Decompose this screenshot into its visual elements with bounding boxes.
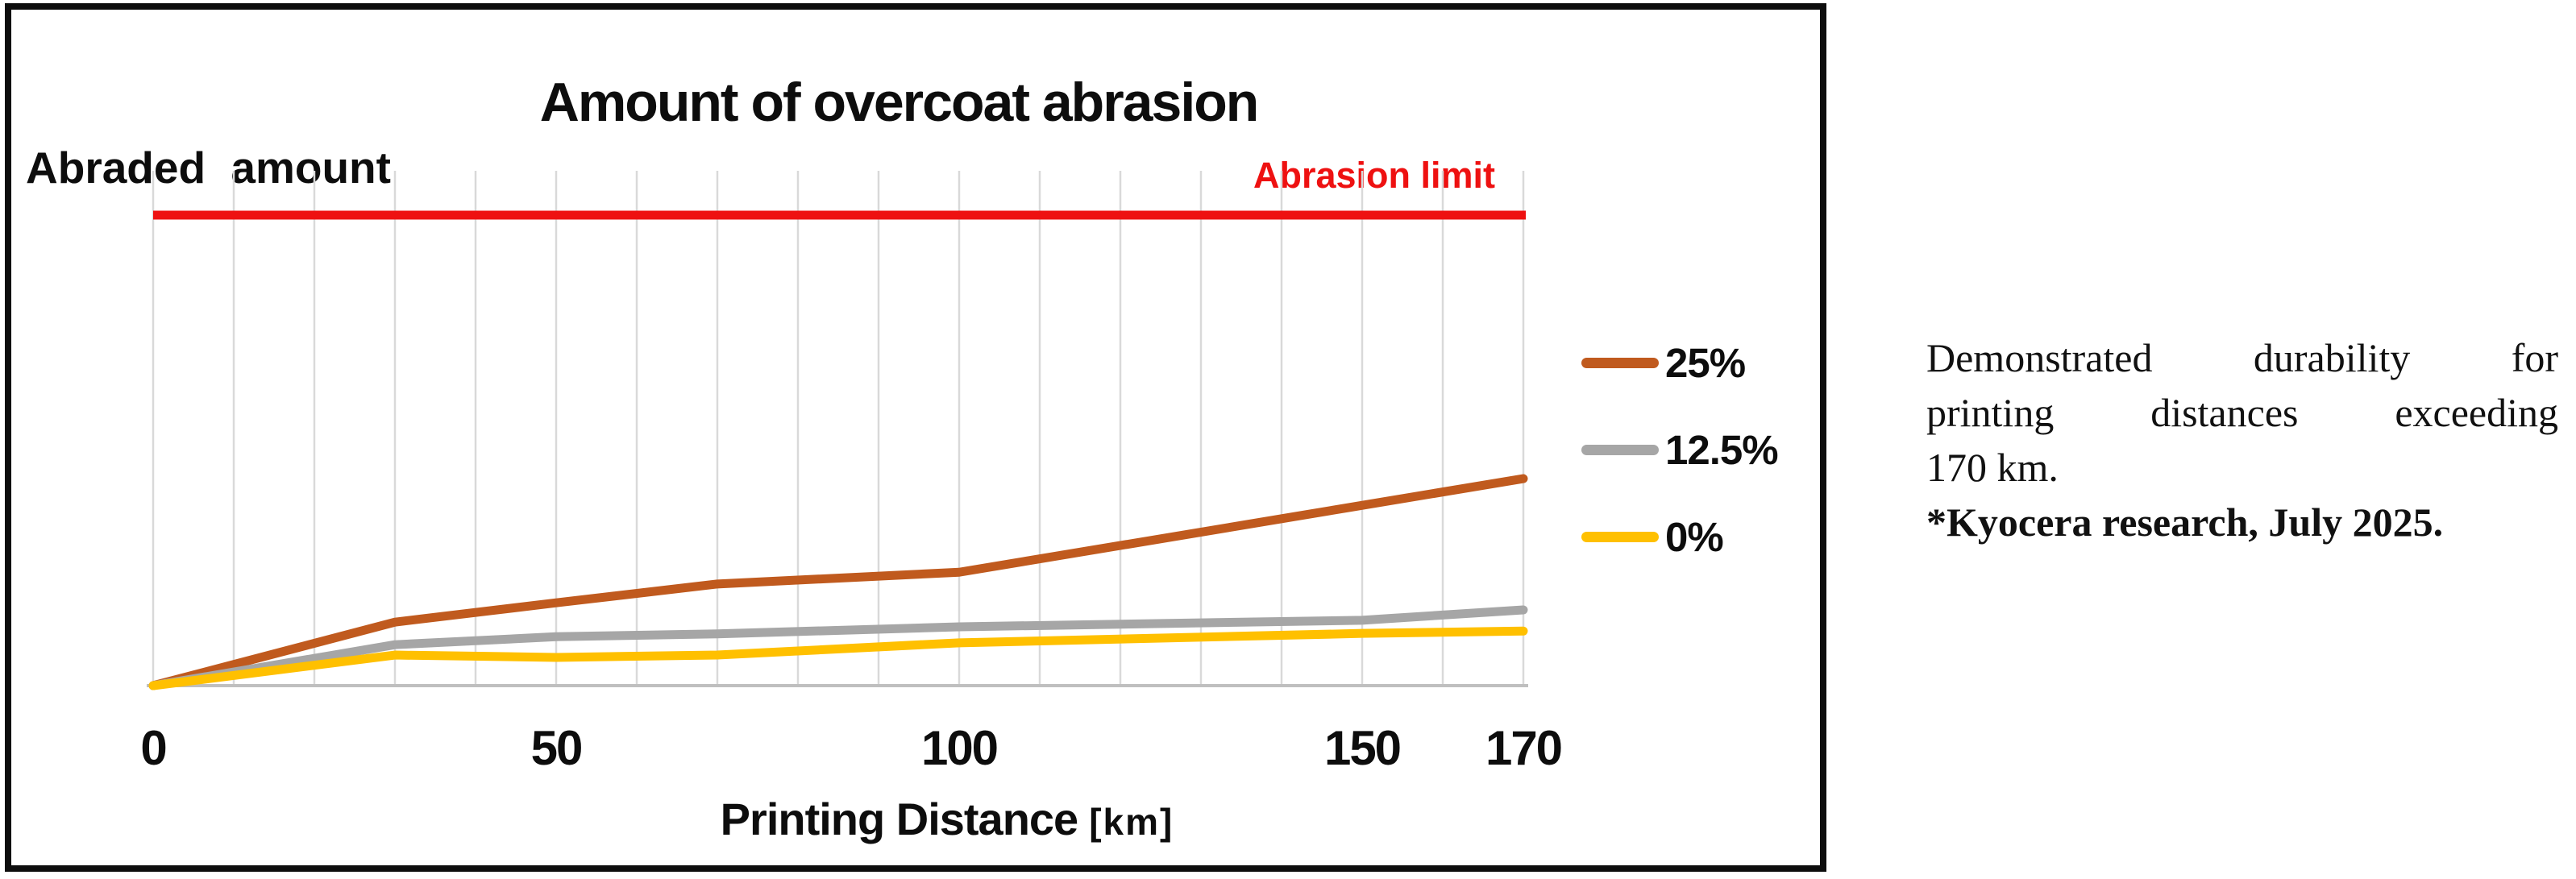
series-line-25-: [148, 474, 1528, 690]
note-line-3: 170 km.: [1926, 445, 2059, 490]
durability-note: Demonstrated durability for printing dis…: [1926, 330, 2558, 549]
abrasion-limit-label: Abrasion limit: [1253, 155, 1495, 196]
legend-item-12-5: 12.5%: [1581, 426, 1779, 473]
legend-item-25: 25%: [1581, 339, 1778, 386]
x-tick-label-150: 150: [1323, 721, 1402, 775]
chart-frame: [5, 3, 1826, 872]
note-credit: *Kyocera research, July 2025.: [1926, 500, 2444, 545]
x-axis-unit: [km]: [1089, 801, 1174, 843]
note-line-1: Demonstrated durability for: [1926, 335, 2558, 380]
legend-item-0: 0%: [1581, 513, 1778, 560]
x-axis-title: Printing Distance [km]: [0, 793, 1894, 845]
x-tick-label-100: 100: [920, 721, 999, 775]
x-tick-label-50: 50: [530, 721, 584, 775]
y-axis-label: Abraded amount: [26, 143, 391, 193]
legend-swatch-0: [1581, 531, 1659, 542]
x-tick-label-0: 0: [140, 721, 167, 775]
legend-label-12-5: 12.5%: [1665, 426, 1779, 473]
series-line-0-: [148, 626, 1528, 690]
x-tick-label-170: 170: [1485, 721, 1563, 775]
x-axis-title-text: Printing Distance: [720, 794, 1079, 844]
note-line-2: printing distances exceeding: [1926, 390, 2558, 435]
legend-swatch-25: [1581, 357, 1659, 368]
legend-label-0: 0%: [1665, 513, 1724, 560]
legend-label-25: 25%: [1665, 339, 1746, 386]
series-line-12-5-: [148, 605, 1528, 690]
chart-title: Amount of overcoat abrasion: [539, 72, 1260, 133]
legend: 25% 12.5% 0%: [1581, 339, 1779, 560]
legend-swatch-12-5: [1581, 444, 1659, 455]
plot-svg: [147, 171, 1528, 690]
